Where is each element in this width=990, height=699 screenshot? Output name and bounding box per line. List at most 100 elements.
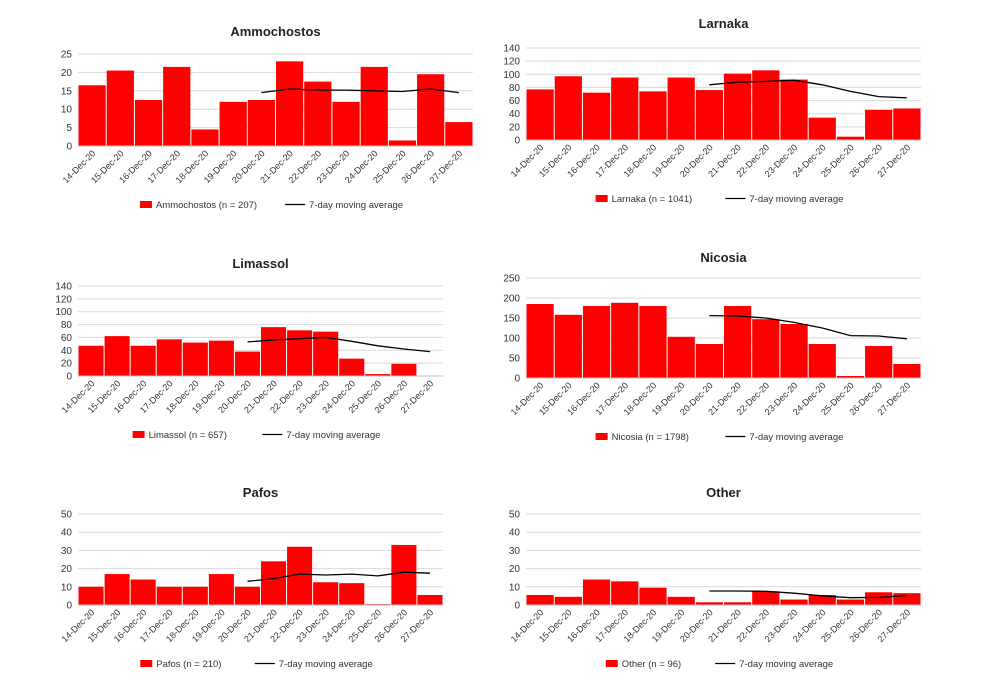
y-tick-label: 10	[61, 582, 73, 593]
chart-title: Other	[706, 485, 741, 500]
legend-swatch-bar	[595, 433, 608, 440]
bar	[554, 76, 582, 140]
bar	[724, 602, 752, 605]
bar	[417, 74, 445, 146]
y-tick-label: 80	[61, 320, 73, 331]
bar	[365, 374, 391, 376]
bar	[695, 90, 723, 140]
bar	[261, 327, 287, 376]
bar	[208, 340, 234, 376]
legend-label-line: 7-day moving average	[309, 200, 403, 211]
moving-average-line	[709, 590, 907, 599]
legend-label-line: 7-day moving average	[279, 659, 373, 670]
y-tick-label: 10	[509, 582, 521, 593]
bar	[554, 314, 582, 378]
bar	[156, 586, 182, 605]
y-tick-label: 150	[503, 314, 520, 325]
bar	[865, 109, 893, 140]
bar	[554, 596, 582, 605]
chart-title: Pafos	[243, 485, 278, 500]
bar	[582, 306, 611, 378]
bar	[752, 591, 780, 605]
legend-swatch-bar	[595, 195, 608, 202]
y-tick-label: 0	[514, 136, 520, 147]
y-tick-label: 10	[61, 105, 73, 116]
bar	[526, 594, 554, 605]
bar	[611, 302, 639, 378]
bar	[865, 346, 893, 378]
bar	[724, 73, 752, 140]
bar	[639, 306, 667, 378]
bar	[304, 81, 332, 146]
bar	[611, 581, 639, 605]
y-tick-label: 0	[66, 142, 72, 153]
bar	[695, 602, 723, 605]
chart-title: Nicosia	[700, 250, 747, 265]
moving-average-line	[261, 88, 459, 94]
bar	[360, 66, 388, 146]
chart-title: Ammochostos	[230, 24, 320, 39]
y-tick-label: 20	[509, 564, 521, 575]
bar	[182, 586, 208, 605]
bar	[106, 70, 134, 146]
moving-average-line	[247, 571, 431, 582]
bar	[313, 582, 339, 605]
y-tick-label: 80	[509, 83, 521, 94]
bar	[104, 574, 130, 605]
bar	[639, 587, 667, 605]
y-tick-label: 30	[61, 546, 73, 557]
bar	[332, 101, 360, 146]
bar	[836, 136, 865, 140]
bar	[667, 596, 695, 605]
bar	[836, 376, 865, 378]
y-tick-label: 140	[55, 282, 72, 293]
y-tick-label: 140	[503, 44, 520, 55]
legend-label-bar: Nicosia (n = 1798)	[612, 432, 689, 443]
chart-larnaka-svg: Larnaka02040608010012014014-Dec-2015-Dec…	[503, 16, 921, 205]
y-tick-label: 100	[503, 334, 520, 345]
bar	[78, 345, 104, 376]
y-tick-label: 100	[503, 70, 520, 81]
y-tick-label: 25	[61, 50, 73, 61]
bar	[836, 599, 865, 605]
bar	[261, 561, 287, 605]
legend-label-bar: Other (n = 96)	[622, 659, 681, 670]
y-tick-label: 40	[509, 528, 521, 539]
bar	[78, 586, 104, 605]
legend-label-bar: Larnaka (n = 1041)	[612, 194, 693, 205]
y-tick-label: 20	[61, 564, 73, 575]
bar	[780, 324, 808, 378]
bar	[191, 129, 219, 146]
chart-title: Limassol	[232, 256, 288, 271]
legend-swatch-bar	[139, 201, 152, 208]
bar	[667, 336, 695, 378]
moving-average-line	[709, 314, 907, 340]
y-tick-label: 20	[509, 122, 521, 133]
bar	[808, 344, 836, 378]
y-tick-label: 40	[509, 109, 521, 120]
bar	[130, 579, 156, 605]
chart-pafos-svg: Pafos0102030405014-Dec-2015-Dec-2016-Dec…	[60, 485, 443, 670]
y-tick-label: 50	[61, 510, 73, 521]
y-tick-label: 20	[61, 359, 73, 370]
bar	[104, 336, 130, 376]
bar	[234, 586, 260, 605]
bar	[893, 364, 921, 378]
chart-ammochostos-svg: Ammochostos051015202514-Dec-2015-Dec-201…	[61, 24, 473, 211]
legend-label-line: 7-day moving average	[749, 432, 843, 443]
y-tick-label: 120	[503, 57, 520, 68]
y-tick-label: 20	[61, 68, 73, 79]
bar	[391, 544, 417, 605]
y-tick-label: 0	[514, 601, 520, 612]
bar	[388, 140, 417, 146]
bar	[208, 574, 234, 605]
y-tick-label: 60	[61, 333, 73, 344]
bar	[582, 92, 611, 140]
chart-title: Larnaka	[699, 16, 750, 31]
bar	[526, 89, 554, 140]
y-tick-label: 250	[503, 274, 520, 285]
bar	[182, 342, 208, 376]
bar	[582, 579, 611, 605]
chart-larnaka: Larnaka 0 20 40 60 80 100 120 140 14-Dec-20 15-Dec…	[496, 12, 936, 227]
y-tick-label: 50	[509, 354, 521, 365]
